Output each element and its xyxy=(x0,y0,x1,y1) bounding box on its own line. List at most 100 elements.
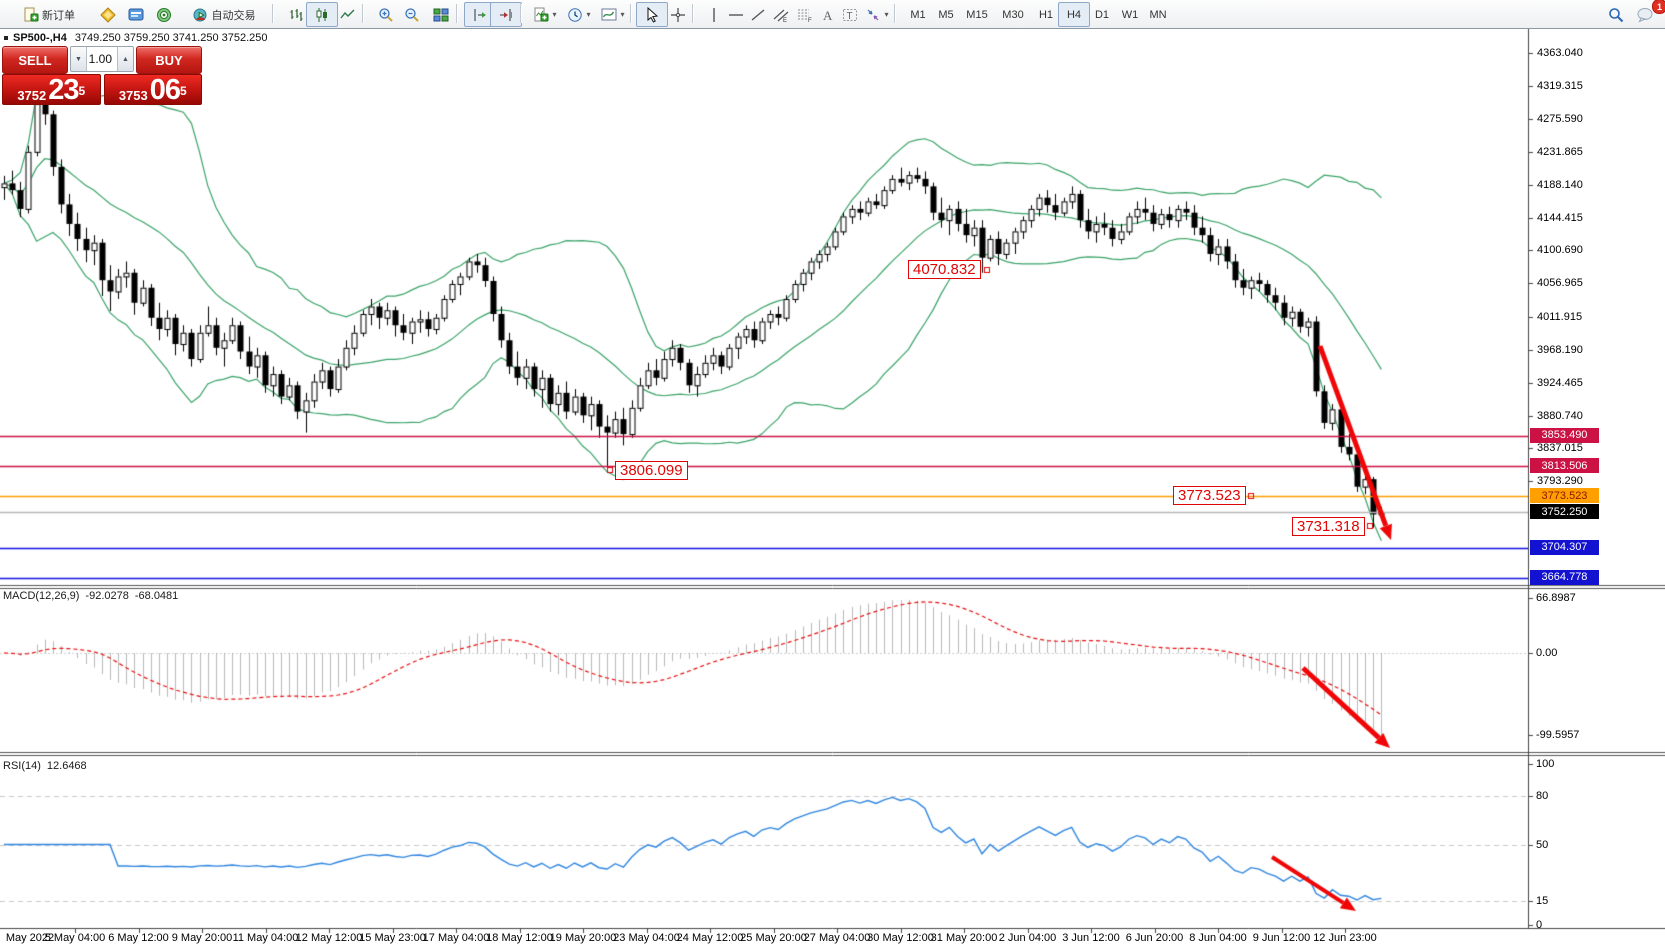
one-click-trading-panel: SELL ▼ 1.00 ▲ BUY 3752 23 5 3753 06 5 xyxy=(2,46,202,105)
price-level-badge: 3664.778 xyxy=(1530,569,1599,585)
timeframe-button-m1[interactable]: M1 xyxy=(902,2,934,27)
timeframe-label: D1 xyxy=(1094,8,1110,21)
timeframe-button-m5[interactable]: M5 xyxy=(930,2,962,27)
price-level-badge: 3752.250 xyxy=(1530,504,1599,519)
chart-shift-button[interactable] xyxy=(490,2,522,27)
periods-button[interactable]: ▾ xyxy=(560,2,598,27)
arrow-objects-icon xyxy=(868,9,879,20)
new-chart-icon xyxy=(534,7,549,21)
time-axis-label: 3 Jun 12:00 xyxy=(1062,932,1120,944)
svg-text:T: T xyxy=(847,11,853,22)
timeframe-label: M15 xyxy=(966,8,988,21)
timeframe-button-m15[interactable]: M15 xyxy=(958,2,996,27)
auto-scroll-icon xyxy=(474,8,486,21)
time-axis-label: 9 Jun 12:00 xyxy=(1252,932,1311,944)
buy-price-big: 06 xyxy=(149,74,181,106)
time-axis-label: 17 May 04:00 xyxy=(422,932,490,944)
toolbar: 新订单 自动交易 xyxy=(0,0,1665,29)
trendline-icon xyxy=(751,8,765,21)
price-level-badge: 3773.523 xyxy=(1530,488,1599,504)
buy-button[interactable]: BUY xyxy=(136,46,202,74)
vertical-line-button[interactable] xyxy=(700,2,728,27)
new-order-button[interactable]: 新订单 xyxy=(2,2,96,27)
timeframe-button-h4[interactable]: H4 xyxy=(1058,2,1090,27)
trendline-button[interactable] xyxy=(744,2,772,27)
notifications-button[interactable]: 1 xyxy=(1628,0,1665,27)
bar-chart-button[interactable] xyxy=(280,2,312,27)
strategy-tester-button[interactable] xyxy=(148,2,180,27)
time-axis-label: 6 May 12:00 xyxy=(108,932,169,944)
svg-text:A: A xyxy=(823,8,833,23)
tile-windows-button[interactable] xyxy=(424,2,458,27)
timeframe-button-m30[interactable]: M30 xyxy=(994,2,1032,27)
line-chart-button[interactable] xyxy=(332,2,364,27)
sell-button[interactable]: SELL xyxy=(2,46,68,74)
price-axis-tick: 3968.190 xyxy=(1537,343,1583,356)
time-axis-label: 27 May 04:00 xyxy=(803,932,871,944)
time-axis-label: 6 Jun 20:00 xyxy=(1125,932,1184,944)
text-label-icon: T xyxy=(843,8,857,22)
price-annotation[interactable]: 3806.099 xyxy=(615,461,688,480)
volume-decrease-button[interactable]: ▼ xyxy=(71,47,87,71)
cursor-icon xyxy=(647,6,659,23)
timeframe-button-mn[interactable]: MN xyxy=(1142,2,1174,27)
period-clock-icon xyxy=(568,7,583,22)
crosshair-button[interactable] xyxy=(662,2,694,27)
terminal-button[interactable] xyxy=(120,2,152,27)
line-chart-icon xyxy=(340,9,355,18)
cursor-button[interactable] xyxy=(636,2,668,27)
timeframe-button-d1[interactable]: D1 xyxy=(1086,2,1118,27)
macd-main-value: -92.0278 xyxy=(85,590,129,602)
time-axis-label: 25 May 20:00 xyxy=(740,932,807,944)
sell-price-box[interactable]: 3752 23 5 xyxy=(2,74,101,105)
arrow-objects-button[interactable]: ▾ xyxy=(858,2,896,27)
zoom-out-button[interactable] xyxy=(396,2,428,27)
new-chart-button[interactable]: ▾ xyxy=(526,2,564,27)
buy-price-box[interactable]: 3753 06 5 xyxy=(103,74,202,106)
price-level-badge: 3813.506 xyxy=(1530,458,1599,473)
zoom-in-button[interactable] xyxy=(370,2,402,27)
price-axis-tick: 3924.465 xyxy=(1537,376,1583,389)
toolbar-separator xyxy=(272,4,274,23)
chart-shift-icon xyxy=(500,8,512,21)
notification-count-badge: 1 xyxy=(1652,0,1665,14)
volume-increase-button[interactable]: ▲ xyxy=(117,47,133,71)
time-axis-label: 12 Jun 23:00 xyxy=(1313,932,1377,944)
fibonacci-icon: F xyxy=(798,9,812,23)
rsi-label: RSI(14) 12.6468 xyxy=(3,760,93,772)
fibonacci-button[interactable]: F xyxy=(790,2,820,27)
price-annotation[interactable]: 3773.523 xyxy=(1173,486,1246,505)
timeframe-label: W1 xyxy=(1121,8,1139,21)
price-annotation[interactable]: 3731.318 xyxy=(1292,517,1365,536)
indicators-button[interactable]: ▾ xyxy=(594,2,632,27)
volume-input[interactable]: 1.00 xyxy=(87,47,117,71)
candlestick-chart-button[interactable] xyxy=(306,2,338,27)
candlestick-chart-icon xyxy=(316,7,327,22)
notifications-icon xyxy=(1637,7,1653,22)
equidistant-channel-button[interactable]: E xyxy=(766,2,796,27)
buy-price-small: 3753 xyxy=(118,88,148,103)
timeframe-label: M1 xyxy=(910,8,926,21)
metaeditor-button[interactable] xyxy=(92,2,124,27)
price-annotation[interactable]: 4070.832 xyxy=(908,260,981,279)
chart-symbol-period: SP500-,H4 xyxy=(13,32,67,44)
timeframe-button-h1[interactable]: H1 xyxy=(1030,2,1062,27)
symbol-search-button[interactable] xyxy=(1600,2,1632,27)
chart-ohlc-values: 3749.250 3759.250 3741.250 3752.250 xyxy=(74,32,268,44)
price-axis-tick: 4363.040 xyxy=(1537,47,1583,60)
horizontal-line-button[interactable] xyxy=(722,2,750,27)
macd-axis-label: 0.00 xyxy=(1536,647,1558,659)
time-axis-label: 30 May 12:00 xyxy=(867,932,934,944)
text-button[interactable]: A xyxy=(814,2,842,27)
text-label-button[interactable]: T xyxy=(836,2,864,27)
chart-title: SP500-,H4 3749.250 3759.250 3741.250 3752… xyxy=(4,32,268,44)
volume-stepper: ▼ 1.00 ▲ xyxy=(70,46,134,72)
time-axis-label: 31 May 20:00 xyxy=(930,932,998,944)
timeframe-button-w1[interactable]: W1 xyxy=(1114,2,1146,27)
macd-name: MACD(12,26,9) xyxy=(3,590,80,602)
toolbar-separator xyxy=(456,4,458,23)
bar-chart-icon xyxy=(290,8,303,21)
autotrading-button[interactable]: 自动交易 xyxy=(178,2,270,27)
